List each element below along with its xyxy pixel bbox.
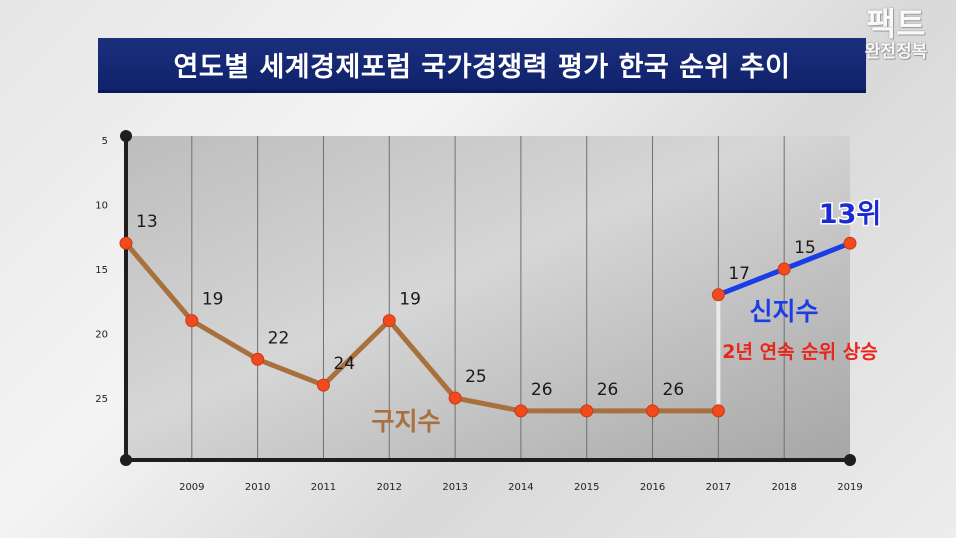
data-label: 19 bbox=[202, 290, 224, 310]
data-label: 26 bbox=[531, 380, 553, 400]
data-label: 19 bbox=[399, 290, 421, 310]
data-point bbox=[711, 288, 725, 302]
x-tick-label: 2012 bbox=[377, 482, 402, 493]
x-tick-label: 2019 bbox=[837, 482, 862, 493]
data-label: 26 bbox=[663, 380, 685, 400]
data-point bbox=[119, 236, 133, 250]
data-point bbox=[251, 352, 265, 366]
data-label: 15 bbox=[794, 238, 816, 258]
x-tick-label: 2015 bbox=[574, 482, 599, 493]
data-point bbox=[580, 404, 594, 418]
data-point bbox=[777, 262, 791, 276]
axis-cap-top bbox=[120, 130, 132, 142]
data-label: 22 bbox=[268, 328, 290, 348]
y-tick-label: 5 bbox=[102, 136, 108, 147]
series-name-old-index: 구지수 bbox=[371, 407, 440, 436]
data-label: 26 bbox=[597, 380, 619, 400]
x-tick-label: 2010 bbox=[245, 482, 270, 493]
data-label: 25 bbox=[465, 367, 487, 387]
y-tick-label: 20 bbox=[95, 330, 108, 341]
x-tick-label: 2013 bbox=[442, 482, 467, 493]
x-tick-label: 2017 bbox=[706, 482, 731, 493]
x-tick-label: 2014 bbox=[508, 482, 533, 493]
rank-rise-note: 2년 연속 순위 상승 bbox=[722, 341, 877, 363]
data-point bbox=[843, 236, 857, 250]
x-tick-label: 2009 bbox=[179, 482, 204, 493]
x-tick-label: 2016 bbox=[640, 482, 665, 493]
y-tick-label: 15 bbox=[95, 265, 108, 276]
y-tick-label: 10 bbox=[95, 201, 108, 212]
axis-cap-origin bbox=[120, 454, 132, 466]
plot-area bbox=[126, 136, 850, 460]
data-point bbox=[316, 378, 330, 392]
y-tick-label: 25 bbox=[95, 394, 108, 405]
x-tick-label: 2011 bbox=[311, 482, 336, 493]
series-line-old-index bbox=[123, 240, 721, 414]
data-point bbox=[711, 404, 725, 418]
data-label: 24 bbox=[333, 354, 355, 374]
data-point bbox=[382, 314, 396, 328]
data-label: 17 bbox=[728, 264, 750, 284]
watermark-logo: 팩트 완전정복 bbox=[848, 6, 944, 74]
data-point bbox=[646, 404, 660, 418]
data-point bbox=[514, 404, 528, 418]
data-label: 13위 bbox=[819, 199, 881, 230]
axis-cap-right bbox=[844, 454, 856, 466]
watermark-line1: 팩트 bbox=[866, 5, 926, 43]
x-tick-label: 2018 bbox=[771, 482, 796, 493]
series-name-new-index: 신지수 bbox=[749, 297, 818, 326]
data-point bbox=[448, 391, 462, 405]
page-title: 연도별 세계경제포럼 국가경쟁력 평가 한국 순위 추이 bbox=[98, 38, 866, 93]
watermark-line2: 완전정복 bbox=[864, 42, 928, 62]
data-label: 13 bbox=[136, 212, 158, 232]
data-point bbox=[185, 314, 199, 328]
